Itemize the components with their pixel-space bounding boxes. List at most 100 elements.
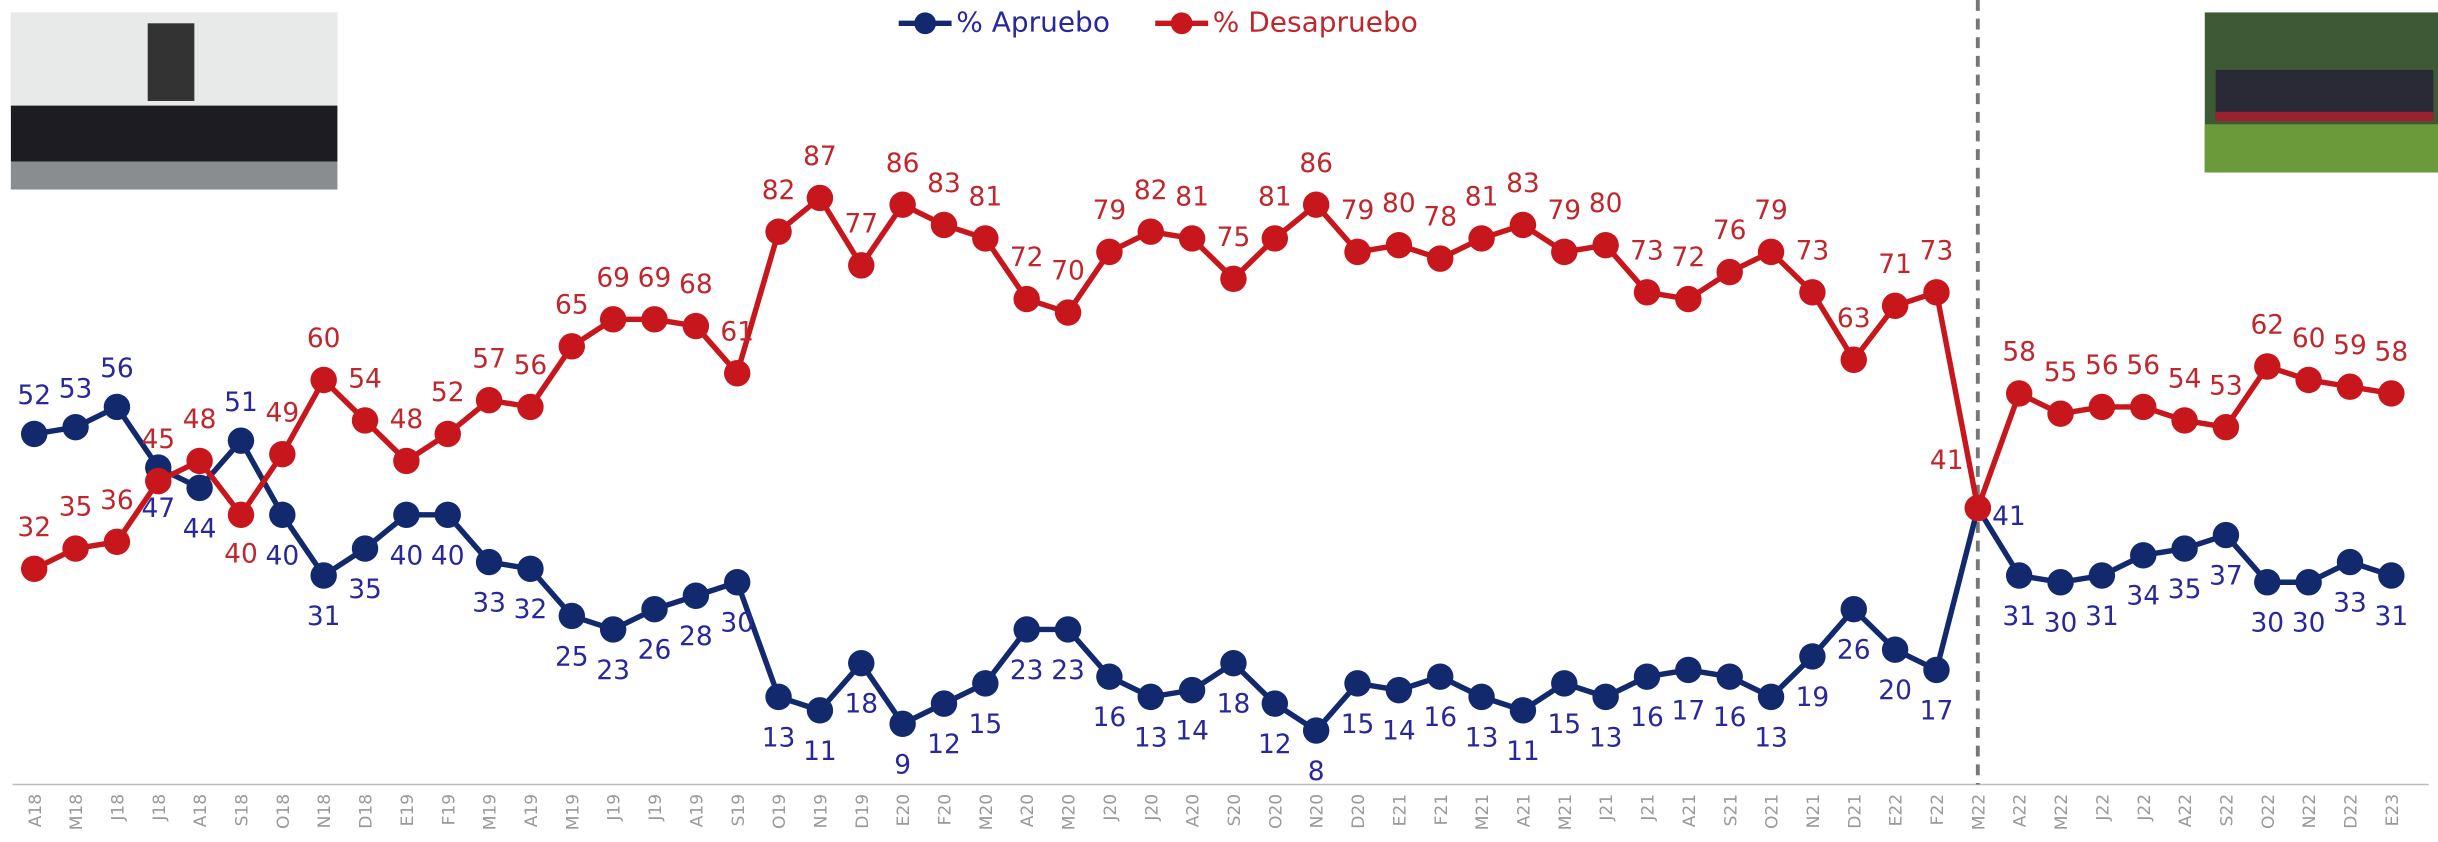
- x-tick-label: O18: [274, 794, 294, 829]
- data-label: 48: [183, 404, 217, 435]
- data-point: [1592, 231, 1619, 259]
- data-label: 65: [555, 289, 589, 320]
- data-label: 35: [348, 574, 382, 605]
- data-label: 69: [638, 262, 672, 293]
- x-tick-label: M18: [67, 794, 87, 830]
- data-point: [1881, 292, 1909, 320]
- data-label: 81: [1175, 182, 1209, 213]
- data-label: 30: [2044, 608, 2078, 639]
- data-label: 54: [348, 364, 382, 395]
- x-tick-label: D18: [357, 794, 377, 829]
- x-tick-label: A22: [2176, 794, 2196, 827]
- data-label: 16: [1713, 702, 1747, 733]
- data-point: [682, 582, 710, 609]
- x-tick-label: J21: [1597, 794, 1617, 822]
- data-label: 40: [266, 540, 300, 571]
- data-point: [1964, 494, 1992, 522]
- data-point: [1013, 285, 1040, 313]
- data-point: [1468, 683, 1495, 711]
- data-label: 23: [596, 655, 630, 686]
- x-tick-label: J20: [1101, 794, 1121, 822]
- x-tick-label: J18: [150, 794, 170, 822]
- data-point: [1220, 265, 1247, 293]
- data-label: 25: [555, 641, 589, 672]
- data-label: 11: [803, 736, 837, 767]
- x-tick-label: E21: [1390, 794, 1410, 827]
- data-point: [351, 407, 379, 434]
- data-point: [1551, 238, 1578, 266]
- x-tick-label: A19: [687, 794, 707, 827]
- data-point: [517, 555, 544, 582]
- data-point: [103, 393, 131, 421]
- x-tick-label: O22: [2259, 794, 2279, 829]
- data-point: [2088, 562, 2116, 589]
- x-tick-label: S18: [233, 794, 253, 827]
- data-point: [599, 306, 627, 333]
- x-tick-label: A22: [2011, 794, 2031, 827]
- data-point: [930, 690, 958, 717]
- data-point: [806, 184, 834, 212]
- data-label: 33: [2333, 587, 2367, 618]
- data-point: [2295, 366, 2322, 394]
- data-label: 18: [1217, 689, 1251, 720]
- data-point: [2005, 562, 2033, 589]
- data-label: 63: [1837, 303, 1871, 334]
- legend-label: % Desapruebo: [1213, 5, 1418, 38]
- data-point: [889, 191, 916, 218]
- x-tick-label: M21: [1473, 794, 1493, 830]
- data-point: [1592, 683, 1619, 711]
- data-point: [2130, 542, 2157, 569]
- data-label: 72: [1010, 242, 1044, 273]
- legend-label: % Apruebo: [956, 5, 1110, 38]
- data-point: [972, 670, 999, 697]
- x-tick-label: S20: [1225, 794, 1245, 827]
- x-tick-label: M19: [563, 794, 583, 830]
- data-label: 13: [1134, 722, 1168, 753]
- data-label: 35: [59, 492, 93, 523]
- data-label: 52: [17, 380, 51, 411]
- data-point: [2336, 548, 2364, 576]
- data-point: [1344, 670, 1371, 697]
- data-label: 28: [679, 621, 713, 652]
- data-point: [1840, 346, 1867, 373]
- data-label: 12: [927, 729, 961, 760]
- data-label: 34: [2126, 581, 2160, 612]
- data-label: 45: [141, 424, 175, 455]
- data-point: [20, 420, 48, 448]
- x-tick-label: E19: [398, 794, 418, 827]
- data-label: 82: [1134, 175, 1168, 206]
- x-tick-label: S19: [729, 794, 749, 827]
- data-label: 62: [2250, 310, 2284, 341]
- data-label: 16: [1423, 702, 1457, 733]
- data-point: [1923, 656, 1950, 684]
- data-point: [2254, 569, 2281, 596]
- legend-marker: [1170, 12, 1193, 35]
- data-label: 23: [1051, 655, 1085, 686]
- data-label: 78: [1423, 202, 1457, 233]
- x-tick-label: D19: [853, 794, 873, 829]
- data-point: [1302, 191, 1330, 218]
- data-label: 19: [1796, 682, 1830, 713]
- data-label: 59: [2333, 330, 2367, 361]
- data-point: [2088, 393, 2116, 421]
- data-point: [1302, 717, 1330, 744]
- x-tick-label: O19: [770, 794, 790, 829]
- x-tick-label: A21: [1680, 794, 1700, 827]
- data-point: [227, 427, 255, 454]
- data-label: 32: [514, 594, 548, 625]
- data-label: 81: [969, 182, 1003, 213]
- data-point: [310, 562, 337, 589]
- data-point: [186, 447, 213, 475]
- data-label: 52: [431, 377, 465, 408]
- data-label: 40: [224, 539, 258, 570]
- data-point: [806, 697, 834, 724]
- data-point: [1509, 211, 1537, 239]
- data-label: 60: [2292, 323, 2326, 354]
- data-label: 56: [514, 350, 548, 381]
- x-tick-label: S21: [1721, 794, 1741, 827]
- data-point: [1675, 285, 1702, 313]
- x-tick-label: N22: [2300, 794, 2320, 829]
- data-label: 83: [1506, 168, 1540, 199]
- x-tick-label: J22: [2135, 794, 2155, 822]
- data-point: [475, 387, 503, 414]
